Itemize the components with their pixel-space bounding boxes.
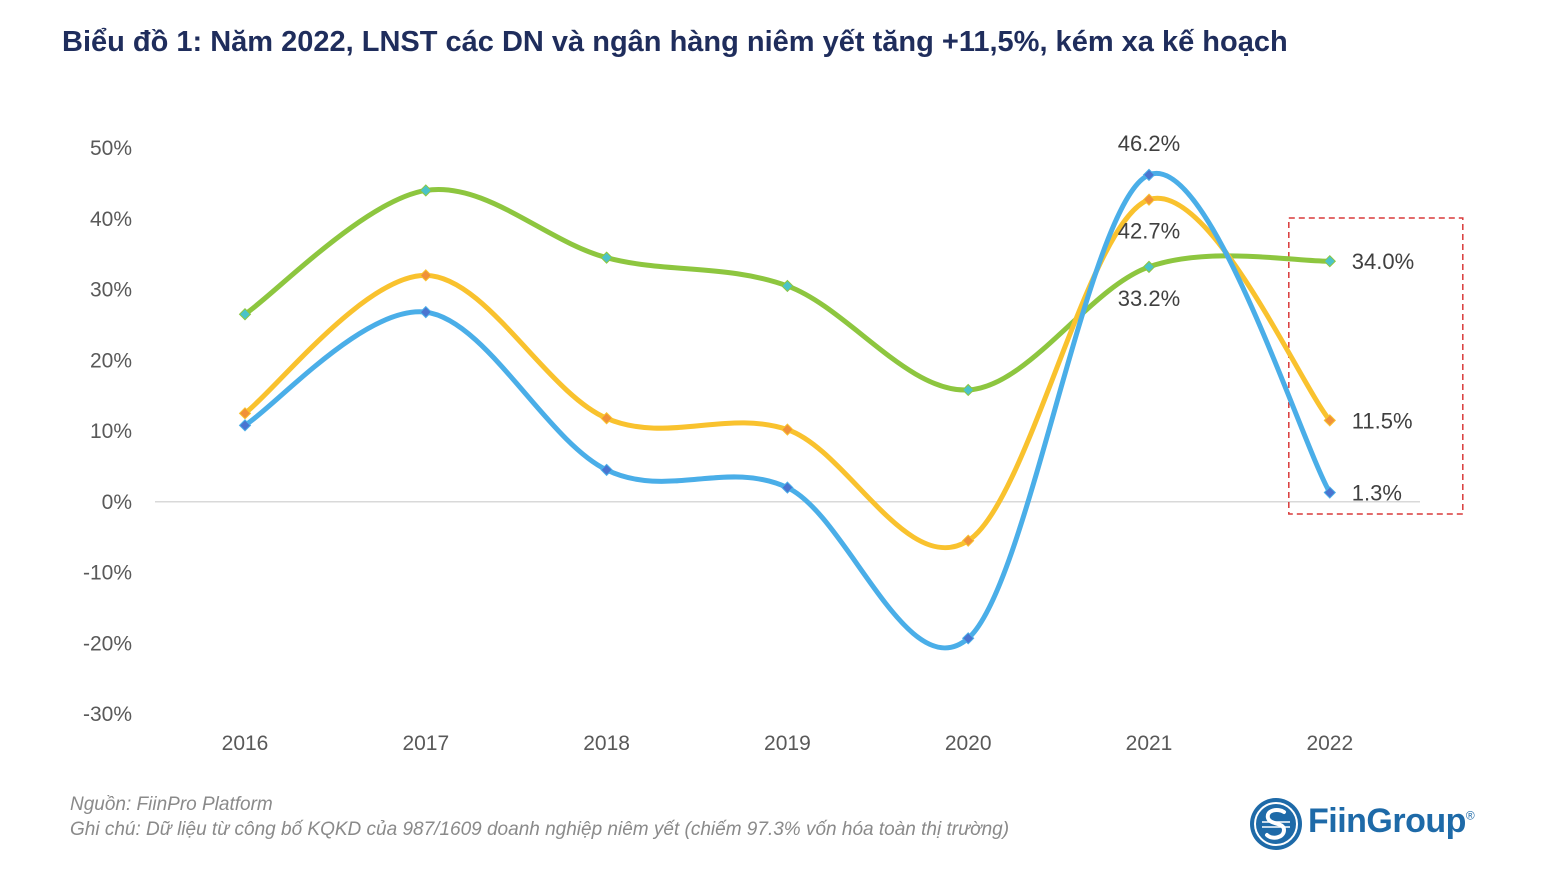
data-label: 46.2% (1118, 131, 1180, 156)
logo-trademark: ® (1465, 808, 1475, 823)
logo-text: FiinGroup (1308, 802, 1466, 840)
y-tick-label: 20% (90, 349, 132, 372)
x-tick-label: 2021 (1126, 732, 1173, 755)
marker-green-2018 (600, 251, 613, 264)
y-tick-label: 40% (90, 208, 132, 231)
marker-blue-2018 (600, 463, 613, 477)
marker-blue-2019 (781, 481, 794, 494)
x-tick-label: 2020 (945, 732, 992, 755)
marker-green-2021 (1142, 260, 1156, 274)
source-note: Nguồn: FiinPro Platform (70, 794, 273, 815)
data-label: 11.5% (1352, 408, 1413, 433)
marker-green-2016 (238, 308, 252, 321)
x-tick-label: 2018 (583, 732, 630, 755)
marker-yellow-2019 (781, 423, 794, 436)
marker-green-2020 (961, 383, 975, 397)
y-tick-label: 30% (90, 279, 132, 302)
marker-green-2017 (419, 184, 433, 197)
x-tick-label: 2022 (1306, 732, 1353, 755)
data-label: 34.0% (1352, 249, 1414, 274)
fiingroup-logo: FiinGroup® (1248, 796, 1498, 852)
footnotes: Nguồn: FiinPro Platform Ghi chú: Dữ liệu… (70, 792, 1009, 842)
x-tick-label: 2019 (764, 732, 811, 755)
series-line-blue (242, 171, 1333, 651)
y-tick-label: 50% (90, 137, 132, 160)
x-tick-label: 2016 (222, 732, 269, 755)
marker-blue-2021 (1142, 168, 1156, 182)
series-line-yellow (242, 195, 1333, 551)
marker-yellow-2020 (961, 534, 975, 547)
data-label: 33.2% (1118, 286, 1180, 311)
x-tick-label: 2017 (402, 732, 449, 755)
y-tick-label: -20% (83, 632, 132, 655)
marker-yellow-2022 (1323, 414, 1337, 427)
y-tick-label: -10% (83, 562, 132, 585)
marker-blue-2020 (961, 632, 975, 645)
data-note: Ghi chú: Dữ liệu từ công bố KQKD của 987… (70, 819, 1010, 840)
y-tick-label: -30% (83, 703, 132, 726)
marker-green-2022 (1323, 254, 1337, 268)
marker-yellow-2016 (238, 407, 252, 420)
fiingroup-logo-icon (1250, 798, 1302, 850)
marker-blue-2016 (238, 419, 252, 432)
y-tick-label: 10% (90, 420, 132, 443)
marker-yellow-2018 (600, 412, 613, 425)
marker-yellow-2017 (419, 269, 433, 282)
data-label: 42.7% (1118, 219, 1180, 244)
chart-title: Biểu đồ 1: Năm 2022, LNST các DN và ngân… (62, 26, 1288, 58)
marker-yellow-2021 (1142, 193, 1156, 206)
marker-blue-2022 (1323, 486, 1337, 499)
marker-green-2019 (781, 279, 794, 293)
line-chart: 50% 40% 30% 20% 10% 0% -10% -20% -30% 2016 2017 201… (83, 131, 1464, 755)
highlight-box (1288, 217, 1464, 515)
marker-blue-2017 (419, 305, 433, 319)
y-tick-label: 0% (102, 491, 132, 514)
data-label: 1.3% (1352, 481, 1402, 506)
